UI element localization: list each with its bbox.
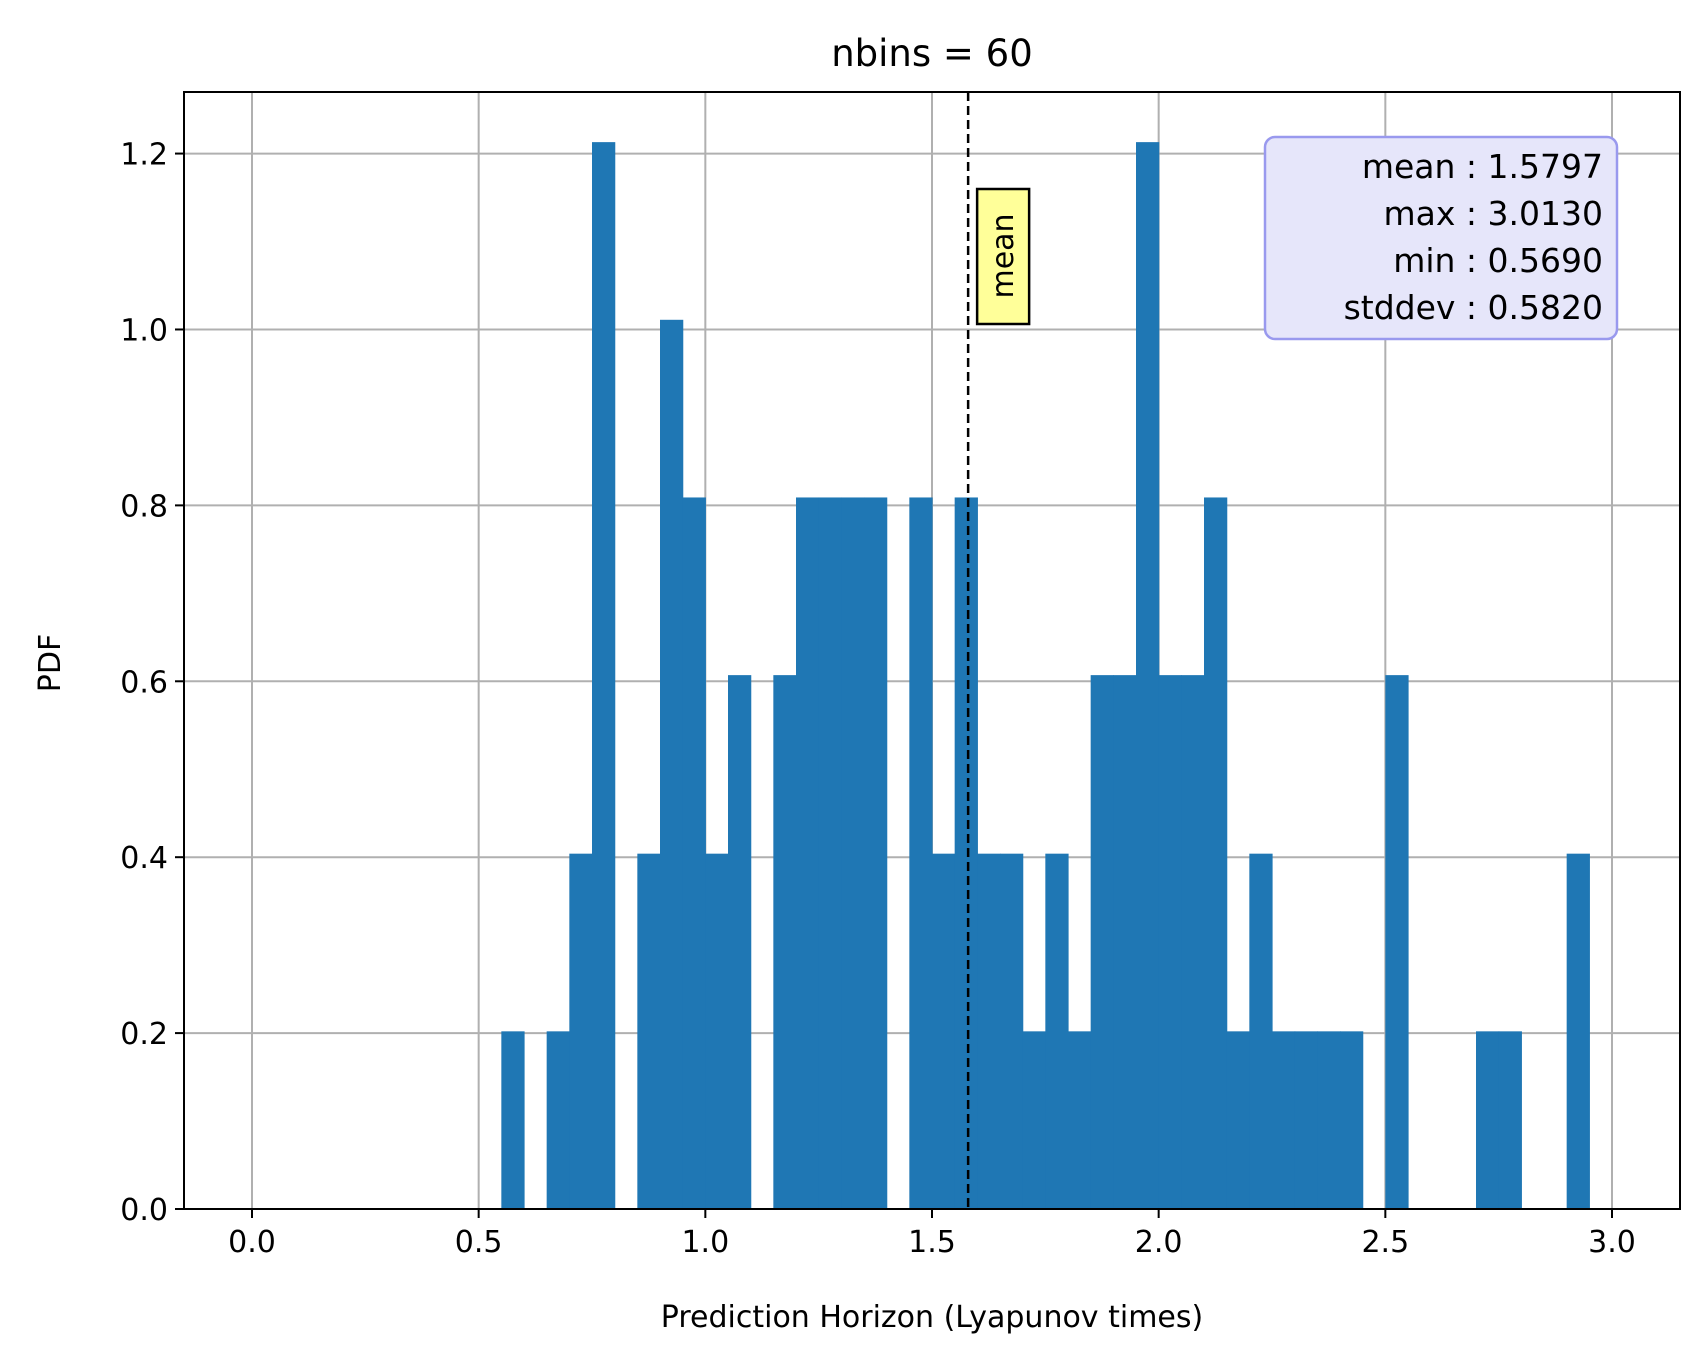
- histogram-bar: [1385, 675, 1409, 1209]
- stats-box-background: [1263, 135, 1619, 341]
- histogram-bar: [1000, 853, 1024, 1209]
- histogram-bar: [932, 853, 956, 1209]
- chart-title: nbins = 60: [831, 32, 1033, 75]
- histogram-bar: [954, 497, 978, 1209]
- x-tick-label: 1.0: [681, 1225, 729, 1260]
- x-tick-label: 0.0: [228, 1225, 276, 1260]
- histogram-bar: [569, 853, 593, 1209]
- histogram-bar: [1136, 142, 1160, 1210]
- histogram-bar: [773, 675, 797, 1209]
- y-tick-label: 0.4: [120, 841, 168, 876]
- histogram-bar: [1181, 675, 1205, 1209]
- histogram-bar: [1340, 1031, 1364, 1209]
- stats-line: mean : 1.5797: [1362, 147, 1603, 186]
- histogram-bar: [546, 1031, 570, 1209]
- histogram-bar: [1476, 1031, 1500, 1209]
- x-axis-label: Prediction Horizon (Lyapunov times): [661, 1300, 1203, 1335]
- histogram-bar: [1204, 497, 1228, 1209]
- histogram-bar: [501, 1031, 525, 1209]
- y-tick-label: 0.0: [120, 1193, 168, 1228]
- stats-line: stddev : 0.5820: [1344, 288, 1603, 327]
- histogram-bar: [1090, 675, 1114, 1209]
- y-tick-label: 0.6: [120, 665, 168, 700]
- histogram-bar: [1158, 675, 1182, 1209]
- histogram-bar: [1068, 1031, 1092, 1209]
- mean-label: mean: [986, 213, 1021, 298]
- y-tick-label: 1.0: [120, 313, 168, 348]
- histogram-bar: [1226, 1031, 1250, 1209]
- histogram-bar: [660, 319, 684, 1210]
- y-tick-label: 1.2: [120, 138, 168, 173]
- histogram-bar: [682, 497, 706, 1209]
- y-ticks: 0.0 0.2 0.4 0.6 0.8 1.0 1.2: [120, 138, 184, 1228]
- stats-box: mean : 1.5797 max : 3.0130 min : 0.5690 std…: [1263, 135, 1619, 341]
- stats-line: max : 3.0130: [1384, 194, 1603, 233]
- histogram-bar: [977, 853, 1001, 1209]
- histogram-bar: [705, 853, 729, 1209]
- histogram-bars: [501, 142, 1590, 1210]
- y-axis-label: PDF: [33, 634, 68, 692]
- histogram-bar: [1294, 1031, 1318, 1209]
- histogram-bar: [1113, 675, 1137, 1209]
- histogram-bar: [1249, 853, 1273, 1209]
- histogram-bar: [728, 675, 752, 1209]
- x-tick-label: 2.5: [1361, 1225, 1409, 1260]
- x-tick-label: 3.0: [1588, 1225, 1636, 1260]
- x-tick-label: 1.5: [908, 1225, 956, 1260]
- stats-line: min : 0.5690: [1393, 241, 1603, 280]
- histogram-bar: [841, 497, 865, 1209]
- mean-label-box: [975, 187, 1031, 326]
- histogram-bar: [637, 853, 661, 1209]
- histogram-bar: [1272, 1031, 1296, 1209]
- x-tick-label: 2.0: [1135, 1225, 1183, 1260]
- histogram-bar: [1022, 1031, 1046, 1209]
- histogram-bar: [592, 142, 616, 1210]
- histogram-bar: [909, 497, 933, 1209]
- histogram-bar: [864, 497, 888, 1209]
- histogram-bar: [1566, 853, 1590, 1209]
- histogram-bar: [1498, 1031, 1522, 1209]
- x-ticks: 0.0 0.5 1.0 1.5 2.0 2.5 3.0: [228, 1209, 1636, 1260]
- y-tick-label: 0.8: [120, 489, 168, 524]
- histogram-bar: [1317, 1031, 1341, 1209]
- histogram-bar: [796, 497, 820, 1209]
- x-tick-label: 0.5: [455, 1225, 503, 1260]
- histogram-bar: [1045, 853, 1069, 1209]
- mean-marker: mean: [966, 92, 1031, 1209]
- histogram-bar: [818, 497, 842, 1209]
- y-tick-label: 0.2: [120, 1017, 168, 1052]
